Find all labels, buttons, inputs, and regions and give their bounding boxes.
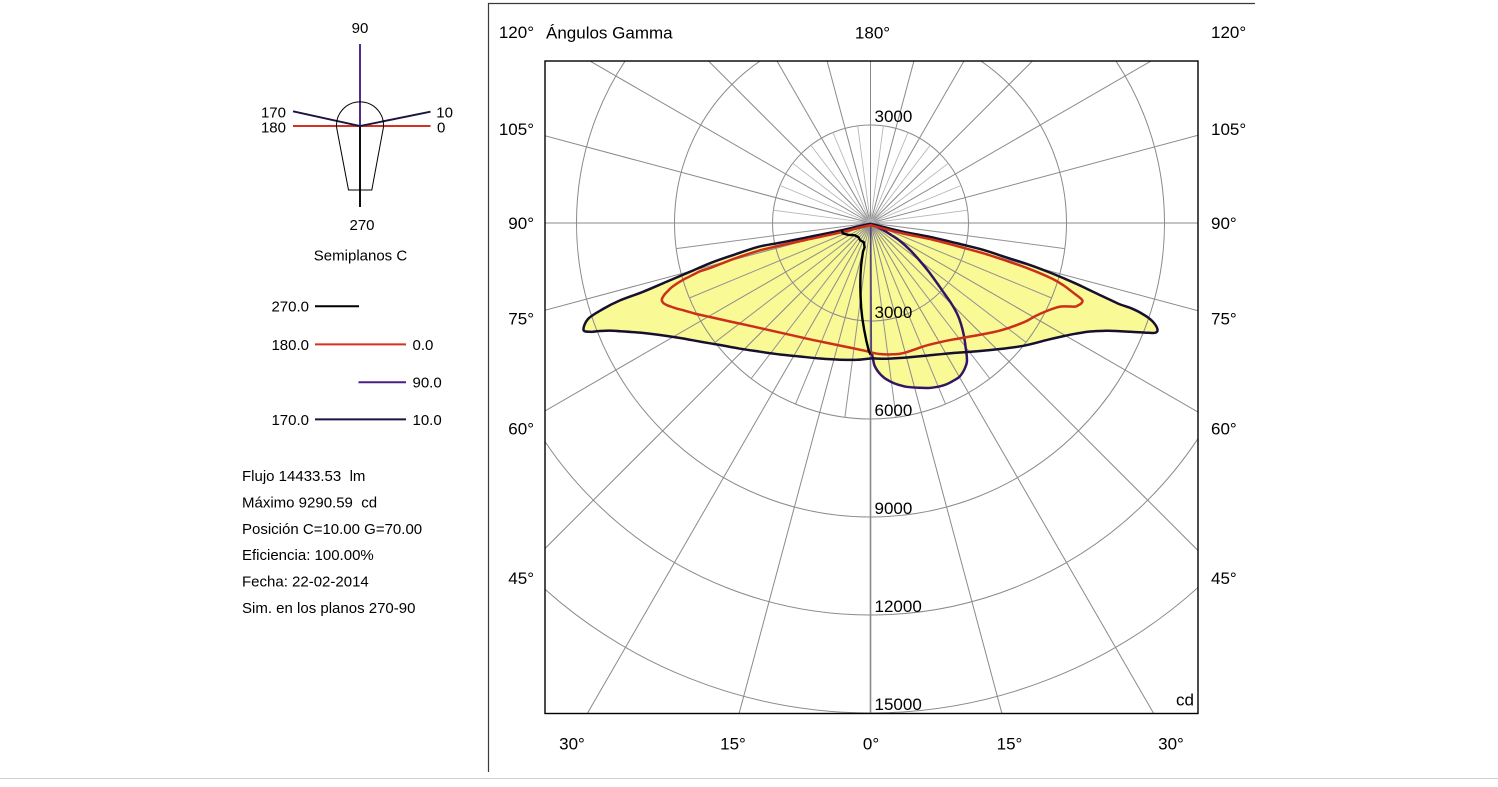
svg-text:Semiplanos C: Semiplanos C — [314, 247, 408, 264]
svg-text:75°: 75° — [1211, 310, 1237, 329]
svg-text:3000: 3000 — [875, 107, 913, 126]
svg-text:0: 0 — [437, 119, 445, 136]
svg-text:Máximo 9290.59 cd: Máximo 9290.59 cd — [242, 494, 377, 511]
svg-text:60°: 60° — [1211, 420, 1237, 439]
svg-text:Ángulos Gamma: Ángulos Gamma — [546, 24, 673, 43]
svg-text:270.0: 270.0 — [271, 299, 309, 316]
svg-text:30°: 30° — [1158, 735, 1184, 754]
svg-text:90°: 90° — [1211, 214, 1237, 233]
svg-text:0.0: 0.0 — [413, 337, 434, 354]
svg-text:6000: 6000 — [875, 401, 913, 420]
svg-text:15000: 15000 — [875, 695, 922, 714]
svg-text:105°: 105° — [1211, 120, 1246, 139]
svg-text:90°: 90° — [508, 214, 534, 233]
svg-text:45°: 45° — [508, 569, 534, 588]
svg-text:90: 90 — [352, 20, 369, 37]
svg-text:9000: 9000 — [875, 499, 913, 518]
svg-text:Fecha: 22-02-2014: Fecha: 22-02-2014 — [242, 574, 369, 591]
svg-text:120°: 120° — [499, 23, 534, 42]
svg-text:270: 270 — [349, 217, 374, 234]
svg-text:15°: 15° — [997, 735, 1023, 754]
svg-text:15°: 15° — [720, 735, 746, 754]
svg-text:cd: cd — [1176, 691, 1194, 710]
svg-text:75°: 75° — [508, 310, 534, 329]
svg-text:Flujo 14433.53 lm: Flujo 14433.53 lm — [242, 468, 365, 485]
svg-text:Eficiencia: 100.00%: Eficiencia: 100.00% — [242, 547, 374, 564]
svg-text:180.0: 180.0 — [271, 337, 309, 354]
svg-text:120°: 120° — [1211, 23, 1246, 42]
svg-text:170.0: 170.0 — [271, 412, 309, 429]
svg-text:Posición C=10.00 G=70.00: Posición C=10.00 G=70.00 — [242, 521, 422, 538]
svg-text:90.0: 90.0 — [413, 375, 442, 392]
svg-text:3000: 3000 — [875, 303, 913, 322]
svg-text:105°: 105° — [499, 120, 534, 139]
svg-text:180°: 180° — [855, 24, 890, 43]
svg-text:0°: 0° — [863, 735, 879, 754]
svg-text:60°: 60° — [508, 420, 534, 439]
svg-text:12000: 12000 — [875, 597, 922, 616]
svg-text:30°: 30° — [559, 735, 585, 754]
svg-text:Sim. en los planos 270-90: Sim. en los planos 270-90 — [242, 600, 415, 617]
svg-text:10.0: 10.0 — [413, 412, 442, 429]
svg-text:180: 180 — [261, 119, 286, 136]
svg-text:45°: 45° — [1211, 569, 1237, 588]
